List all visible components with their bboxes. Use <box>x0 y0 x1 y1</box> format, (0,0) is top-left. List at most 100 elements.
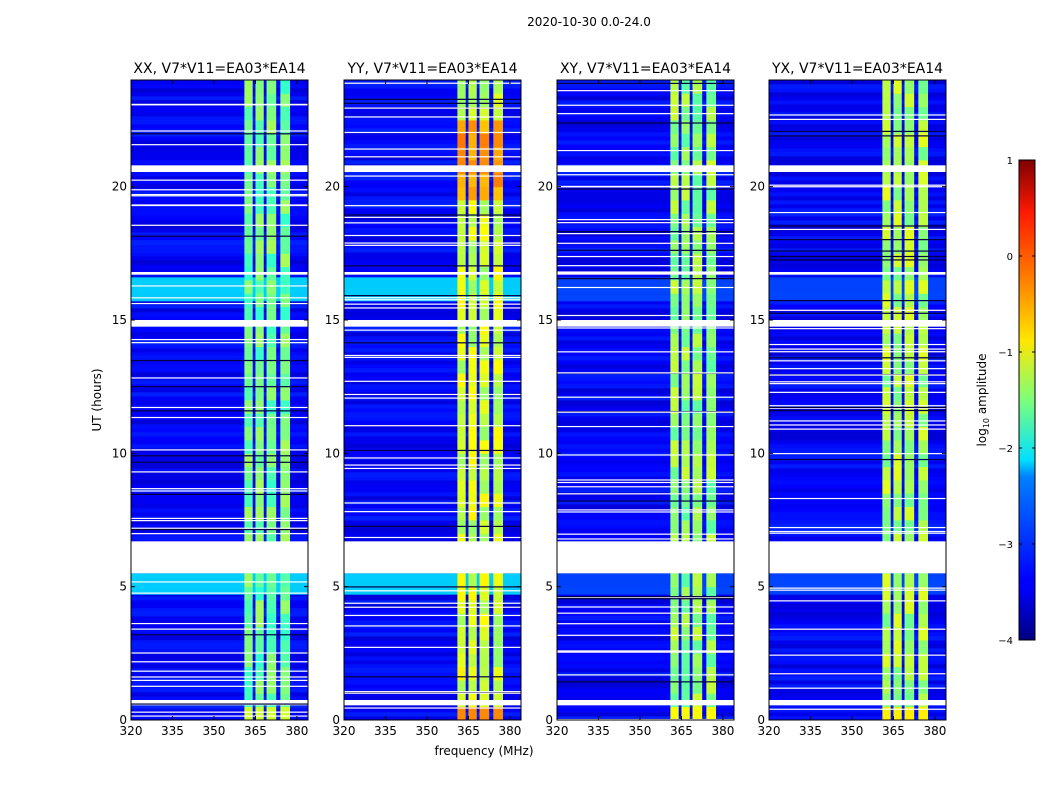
band-cell <box>893 240 902 254</box>
band-cell <box>706 573 717 588</box>
flag-line <box>344 244 521 246</box>
band-cell <box>479 413 490 428</box>
band-cell <box>681 586 690 601</box>
flag-line <box>557 718 734 720</box>
heatmap-row <box>557 92 734 97</box>
heatmap-row <box>344 376 521 381</box>
band-cell <box>479 133 490 148</box>
band-cell <box>468 93 477 108</box>
heatmap-row <box>557 268 734 273</box>
band-cell <box>681 293 690 308</box>
heatmap-image <box>131 80 308 720</box>
heatmap-row <box>344 628 521 633</box>
flag-line <box>769 406 946 409</box>
band-cell <box>681 240 690 254</box>
flag-line <box>131 194 308 196</box>
band-cell <box>882 320 891 334</box>
panel-frame <box>556 79 735 721</box>
band-cell <box>918 373 929 388</box>
flag-line <box>769 118 946 120</box>
heatmap-row <box>344 476 521 481</box>
band-cell <box>904 106 915 121</box>
heatmap-row <box>769 172 946 177</box>
band-cell <box>255 613 264 628</box>
flagged-gap <box>769 541 946 574</box>
band-cell <box>457 506 466 521</box>
band-cell <box>244 186 253 201</box>
heatmap-row <box>131 408 308 413</box>
band-cell <box>468 173 477 188</box>
heatmap-row <box>557 520 734 525</box>
panel-title: XX, V7*V11=EA03*EA14 <box>133 61 305 77</box>
heatmap-row <box>769 692 946 697</box>
flag-line <box>344 380 521 382</box>
flag-line <box>769 228 946 231</box>
flag-line <box>557 249 734 251</box>
flag-line <box>557 612 734 614</box>
heatmap-row <box>769 136 946 141</box>
heatmap-row <box>131 624 308 629</box>
band-cell <box>255 120 264 134</box>
band-cell <box>692 520 703 534</box>
band-cell <box>479 386 490 401</box>
heatmap-row <box>557 112 734 117</box>
band-cell <box>893 706 902 720</box>
band-cell <box>882 120 891 134</box>
heatmap-row <box>344 172 521 177</box>
flag-line <box>769 130 946 133</box>
heatmap-row <box>769 268 946 273</box>
band-cell <box>280 320 291 334</box>
heatmap-row <box>769 600 946 605</box>
y-tick-label: 20 <box>750 180 765 194</box>
flag-line <box>131 410 308 412</box>
flag-line <box>131 592 308 594</box>
band-cell <box>457 653 466 668</box>
band-cell <box>706 146 717 161</box>
band-cell <box>280 413 291 428</box>
flagged-gap <box>131 541 308 574</box>
y-axis-label: UT (hours) <box>90 368 104 431</box>
heatmap-row <box>344 596 521 601</box>
heatmap-row <box>131 628 308 633</box>
band-cell <box>493 306 504 321</box>
colorbar-tick-label: −2 <box>998 444 1013 455</box>
heatmap-row <box>344 156 521 161</box>
flag-line <box>769 360 946 362</box>
heatmap-row <box>769 104 946 109</box>
band-cell <box>706 306 717 321</box>
flag-line <box>344 525 521 528</box>
heatmap-row <box>769 500 946 505</box>
heatmap-row <box>344 508 521 513</box>
band-cell <box>255 493 264 508</box>
band-cell <box>479 400 490 414</box>
heatmap-row <box>769 100 946 105</box>
band-cell <box>244 520 253 534</box>
band-cell <box>266 93 277 108</box>
band-cell <box>468 506 477 521</box>
flag-line <box>344 107 521 109</box>
heatmap-row <box>557 232 734 237</box>
heatmap-row <box>344 680 521 685</box>
heatmap-row <box>557 468 734 473</box>
heatmap-row <box>557 448 734 453</box>
heatmap-row <box>557 360 734 365</box>
heatmap-row <box>769 128 946 133</box>
flag-line <box>557 500 734 502</box>
heatmap-row <box>557 140 734 145</box>
flagged-gap <box>131 320 308 327</box>
heatmap-row <box>557 464 734 469</box>
band-cell <box>493 386 504 401</box>
band-cell <box>681 373 690 388</box>
band-cell <box>918 466 929 481</box>
band-cell <box>255 306 264 321</box>
band-cell <box>457 586 466 601</box>
heatmap-row <box>131 496 308 501</box>
heatmap-row <box>769 228 946 233</box>
band-cell <box>670 133 679 148</box>
flag-line <box>769 250 946 252</box>
band-cell <box>280 333 291 348</box>
band-cell <box>681 333 690 348</box>
band-cell <box>904 133 915 148</box>
band-cell <box>918 333 929 348</box>
flag-line <box>769 309 946 311</box>
